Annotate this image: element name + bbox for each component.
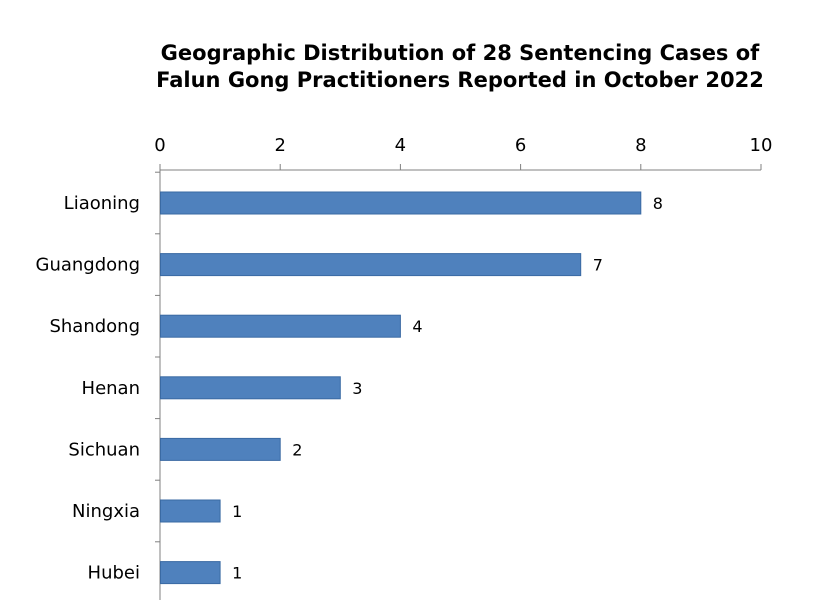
x-tick-label: 10 — [750, 135, 773, 156]
x-tick-label: 2 — [274, 135, 285, 156]
data-label: 8 — [653, 194, 663, 213]
chart-title-line-1: Geographic Distribution of 28 Sentencing… — [160, 41, 760, 65]
category-label: Sichuan — [68, 439, 140, 460]
data-label: 2 — [292, 440, 302, 459]
x-tick-label: 6 — [515, 135, 526, 156]
bar-guangdong[interactable] — [160, 253, 582, 277]
category-label: Hubei — [88, 563, 140, 584]
bar-ningxia[interactable] — [160, 499, 221, 523]
bar-henan[interactable] — [160, 376, 341, 400]
x-tick-label: 0 — [154, 135, 165, 156]
chart-title: Geographic Distribution of 28 Sentencing… — [140, 40, 780, 94]
bar-sichuan[interactable] — [160, 437, 281, 461]
category-label: Guangdong — [36, 255, 141, 276]
category-label: Ningxia — [72, 501, 140, 522]
data-label: 1 — [232, 502, 242, 521]
category-label: Henan — [82, 378, 140, 399]
data-label: 3 — [352, 379, 362, 398]
bar-shandong[interactable] — [160, 314, 401, 338]
chart-title-line-2: Falun Gong Practitioners Reported in Oct… — [156, 68, 764, 92]
category-label: Liaoning — [64, 193, 140, 214]
data-label: 4 — [412, 317, 422, 336]
data-label: 1 — [232, 564, 242, 583]
bar-hubei[interactable] — [160, 561, 221, 585]
x-tick-label: 4 — [395, 135, 406, 156]
category-label: Shandong — [49, 316, 140, 337]
x-tick-label: 8 — [635, 135, 646, 156]
bar-liaoning[interactable] — [160, 191, 642, 215]
data-label: 7 — [593, 256, 603, 275]
